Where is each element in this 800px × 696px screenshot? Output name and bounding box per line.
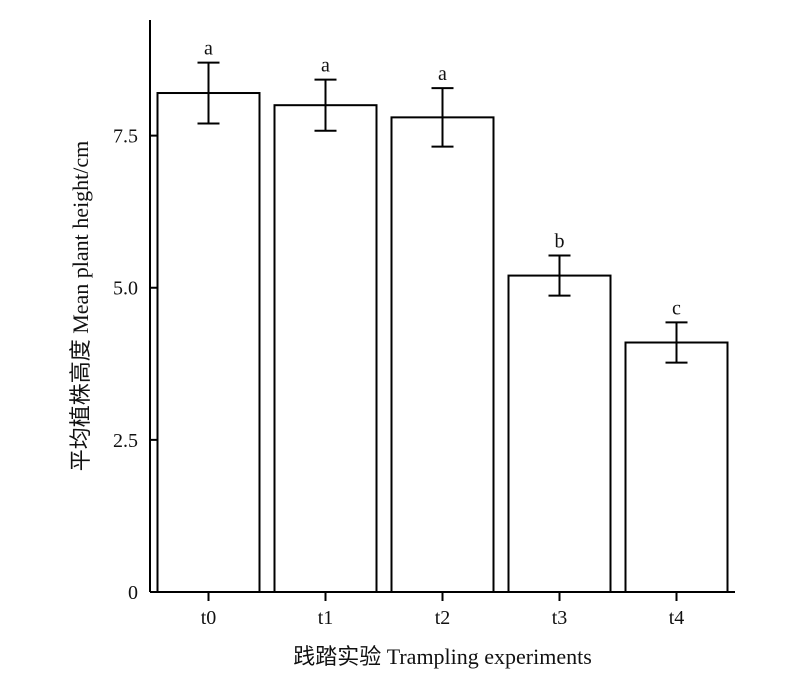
bar-t2	[390, 116, 495, 594]
bar-t0	[156, 92, 261, 594]
x-tick-label-t1: t1	[318, 607, 334, 629]
significance-label-t4: c	[672, 297, 681, 319]
bar-t1	[273, 104, 378, 593]
x-axis-ticks: t0 t1 t2 t3 t4	[201, 592, 685, 629]
significance-label-t1: a	[321, 55, 330, 77]
bars: a a a b c	[156, 38, 729, 594]
bar-t4	[624, 341, 729, 594]
bar-t3	[507, 274, 612, 593]
x-tick-label-t2: t2	[435, 607, 451, 629]
x-tick-label-t0: t0	[201, 607, 217, 629]
x-tick-label-t3: t3	[552, 607, 568, 629]
y-tick-label: 7.5	[113, 126, 138, 148]
x-axis-title: 践踏实验 Trampling experiments	[293, 644, 592, 669]
significance-label-t3: b	[555, 230, 565, 252]
significance-label-t2: a	[438, 63, 447, 85]
y-axis-title: 平均植株高度 Mean plant height/cm	[68, 141, 93, 472]
y-tick-label: 2.5	[113, 430, 138, 452]
y-axis-ticks: 0 2.5 5.0 7.5	[113, 126, 159, 604]
significance-label-t0: a	[204, 38, 213, 60]
x-tick-label-t4: t4	[669, 607, 685, 629]
y-tick-label: 0	[128, 582, 138, 604]
y-tick-label: 5.0	[113, 278, 138, 300]
